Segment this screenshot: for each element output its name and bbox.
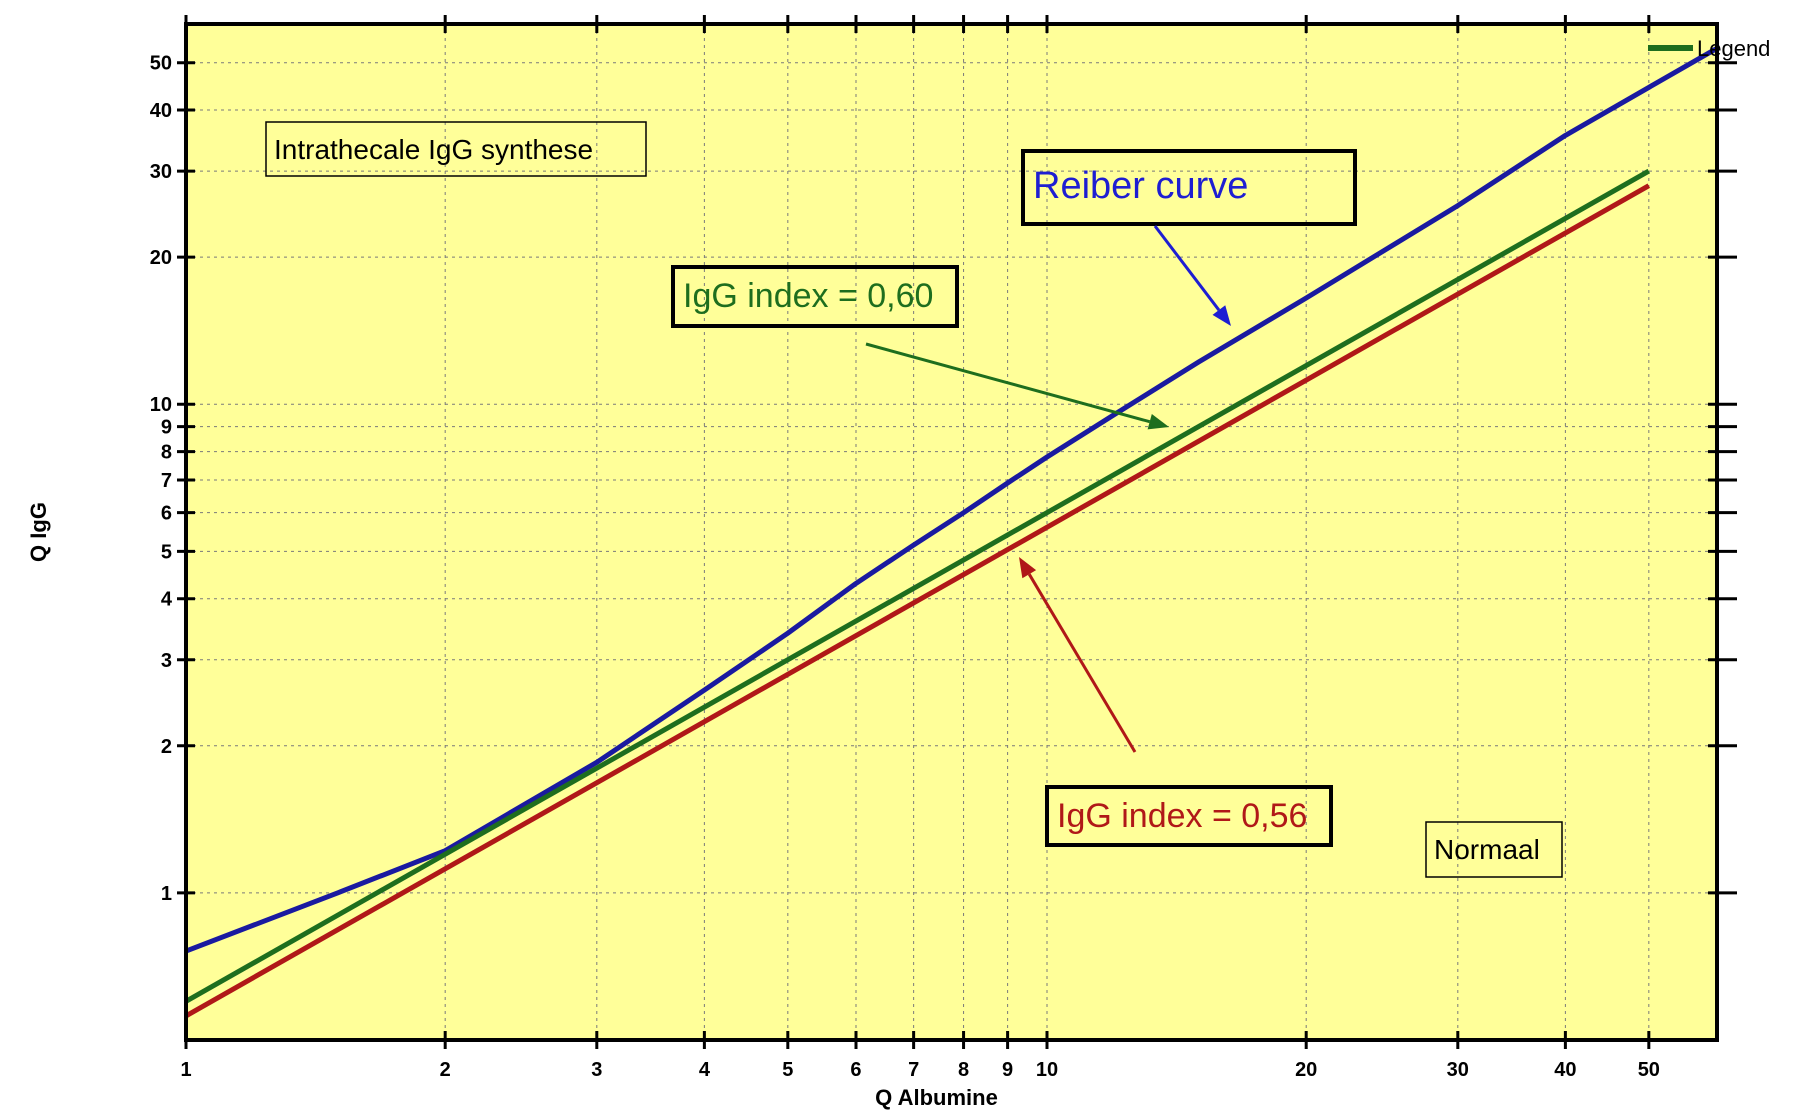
y-tick-label: 50 xyxy=(150,53,172,75)
y-axis-title: Q IgG xyxy=(26,502,51,562)
arrow-head xyxy=(1147,414,1169,430)
x-tick-label: 8 xyxy=(958,1059,969,1081)
y-tick-label: 10 xyxy=(150,394,172,416)
y-tick-label: 7 xyxy=(161,470,172,492)
annotation-text: IgG index = 0,60 xyxy=(683,277,933,315)
annotation-box xyxy=(671,265,959,328)
y-tick-label: 40 xyxy=(150,100,172,122)
plot-frame xyxy=(184,22,1719,1042)
x-tick-label: 20 xyxy=(1295,1059,1317,1081)
y-tick-label: 3 xyxy=(161,650,172,672)
x-tick-label: 10 xyxy=(1036,1059,1058,1081)
x-tick-label: 1 xyxy=(180,1059,191,1081)
x-tick-label: 7 xyxy=(908,1059,919,1081)
arrow-head xyxy=(1212,305,1231,326)
x-tick-label: 2 xyxy=(440,1059,451,1081)
arrow-igg060 xyxy=(865,342,1169,430)
y-tick-label: 5 xyxy=(161,541,172,563)
arrow-shaft xyxy=(1027,573,1137,753)
annotation-normal: Normaal xyxy=(1425,821,1563,878)
x-tick-label: 4 xyxy=(699,1059,711,1081)
annotation-igg056: IgG index = 0,56 xyxy=(1045,785,1333,847)
annotation-text: Intrathecale IgG synthese xyxy=(274,134,593,165)
arrow-igg056 xyxy=(1019,557,1137,753)
y-tick-label: 4 xyxy=(161,589,173,611)
arrow-reiber xyxy=(1153,225,1231,326)
x-tick-label: 30 xyxy=(1447,1059,1469,1081)
annotation-box xyxy=(1045,785,1333,847)
annotation-layer: Intrathecale IgG synthese Reiber curve IgG… xyxy=(265,121,1563,878)
x-tick-label: 9 xyxy=(1002,1059,1013,1081)
y-tick-label: 2 xyxy=(161,736,172,758)
series-line-reiber xyxy=(185,46,1719,954)
y-tick-label: 6 xyxy=(161,503,172,525)
series-layer xyxy=(184,46,1719,1019)
y-tick-label: 30 xyxy=(150,161,172,183)
x-tick-label: 40 xyxy=(1554,1059,1576,1081)
annotation-igg060: IgG index = 0,60 xyxy=(671,265,959,328)
x-axis-title: Q Albumine xyxy=(875,1085,998,1110)
series-line-igg056 xyxy=(184,183,1651,1019)
x-tick-label: 6 xyxy=(850,1059,861,1081)
y-tick-label: 8 xyxy=(161,442,172,464)
annotation-box xyxy=(1021,149,1357,226)
y-tick-label: 20 xyxy=(150,247,172,269)
arrow-shaft xyxy=(865,342,1151,424)
series-line-igg060 xyxy=(184,168,1651,1004)
annotation-reiber: Reiber curve xyxy=(1021,149,1357,226)
grid-lines xyxy=(185,24,1717,1040)
annotation-text: Reiber curve xyxy=(1033,165,1248,207)
annotation-text: Normaal xyxy=(1434,834,1540,865)
annotation-intrathecal: Intrathecale IgG synthese xyxy=(265,121,647,177)
legend-label: Legend xyxy=(1697,36,1770,61)
x-tick-label: 50 xyxy=(1638,1059,1660,1081)
arrow-shaft xyxy=(1153,225,1221,311)
annotation-text: IgG index = 0,56 xyxy=(1057,797,1307,835)
annotation-box xyxy=(1425,821,1563,878)
y-tick-label: 1 xyxy=(161,883,172,905)
arrow-head xyxy=(1019,557,1037,579)
x-tick-label: 3 xyxy=(591,1059,602,1081)
y-tick-label: 9 xyxy=(161,417,172,439)
legend[interactable]: Legend xyxy=(1648,36,1770,61)
x-tick-label: 5 xyxy=(782,1059,793,1081)
annotation-box xyxy=(265,121,647,177)
